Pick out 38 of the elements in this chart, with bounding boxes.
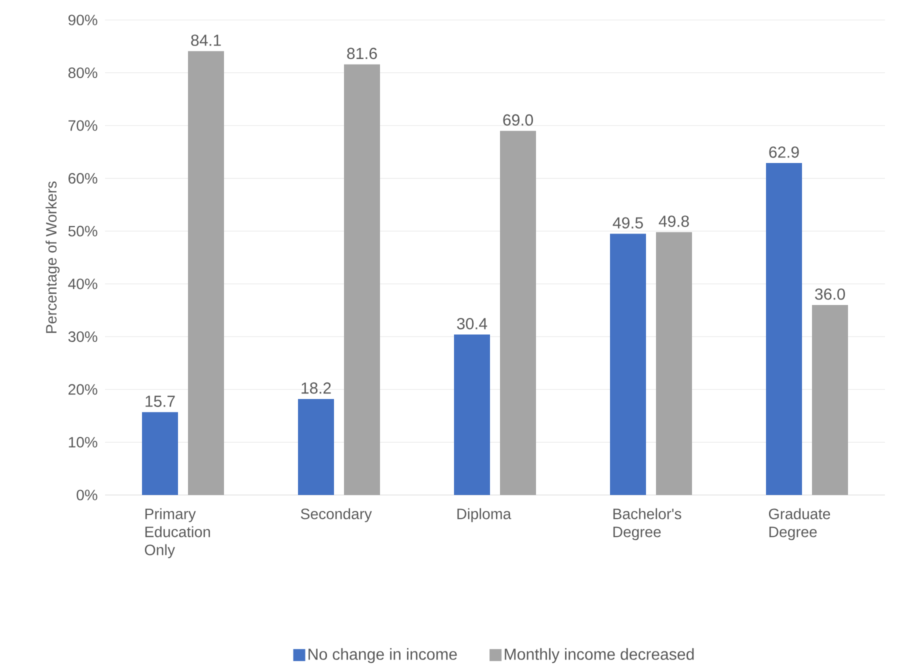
bar [298, 398, 334, 495]
legend-label: Monthly income decreased [504, 648, 694, 664]
y-tick-label: 90% [68, 14, 98, 26]
data-label: 62.9 [769, 146, 799, 158]
y-tick-label: 0% [76, 490, 98, 500]
bar [812, 305, 848, 495]
bar [500, 130, 536, 495]
data-label: 84.1 [191, 34, 221, 46]
x-tick-label: Secondary [300, 508, 372, 522]
bar [188, 51, 224, 495]
data-label: 18.2 [302, 382, 331, 394]
data-label: 81.6 [347, 48, 377, 60]
bar [344, 64, 380, 495]
data-label: 30.4 [457, 318, 488, 330]
x-tick-label: Bachelor's Degree [613, 508, 682, 540]
bar [766, 163, 802, 495]
y-tick-label: 40% [68, 278, 98, 290]
y-tick-label: 70% [68, 120, 98, 131]
bar [454, 334, 490, 495]
bar [656, 232, 692, 495]
data-label: 15.7 [146, 396, 175, 407]
x-tick-label: Graduate Degree [768, 508, 830, 540]
x-tick-label: Primary Education Only [144, 508, 210, 558]
y-tick-label: 60% [68, 173, 98, 184]
y-tick-label: 80% [68, 67, 98, 78]
y-tick-label: 50% [68, 226, 98, 236]
y-tick-label: 10% [68, 436, 98, 448]
data-label: 49.8 [658, 216, 689, 227]
y-tick-label: 30% [68, 331, 98, 342]
bar [142, 412, 178, 495]
data-label: 69.0 [503, 114, 533, 126]
y-axis-title: Percentage of Workers [46, 181, 60, 333]
legend-label: No change in income [308, 648, 457, 664]
y-tick-label: 20% [68, 384, 98, 395]
x-tick-label: Diploma [457, 508, 512, 522]
bar [610, 234, 646, 495]
data-label: 36.0 [815, 288, 845, 300]
data-label: 49.5 [612, 217, 643, 229]
